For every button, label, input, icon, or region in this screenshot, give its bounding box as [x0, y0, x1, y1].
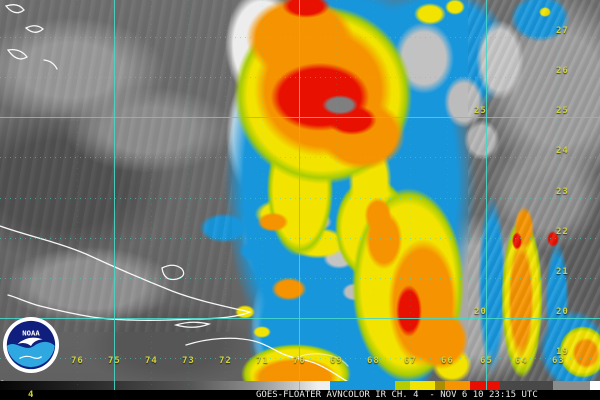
- lat-label-23: 23: [556, 187, 569, 197]
- lon-line-68: [373, 0, 374, 390]
- lon-line-73: [188, 0, 189, 390]
- lon-label-64: 64: [515, 356, 528, 366]
- lon-label-71: 71: [256, 356, 269, 366]
- lon-line-63: [558, 0, 559, 390]
- lat-line-24: [0, 157, 600, 158]
- lat-line-20: [0, 318, 600, 319]
- lon-line-69: [336, 0, 337, 390]
- lon-label-75: 75: [108, 356, 121, 366]
- hispaniola-north-coast: [185, 337, 353, 385]
- lon-label-73: 73: [182, 356, 195, 366]
- lon-line-74: [151, 0, 152, 390]
- lat-line-26: [0, 77, 600, 78]
- lat-line-22: [0, 238, 600, 239]
- lon-line-64: [521, 0, 522, 390]
- noaa-logo: NOAA: [2, 316, 60, 374]
- lat-label-22: 22: [556, 227, 569, 237]
- lon-line-76: [77, 0, 78, 390]
- hispaniola-interior-coast: [297, 353, 349, 367]
- lon-label-66: 66: [441, 356, 454, 366]
- wave-line: [19, 355, 42, 360]
- lon-label-76: 76: [71, 356, 84, 366]
- lat-label-21: 21: [556, 267, 569, 277]
- lat-line-19: [0, 358, 600, 359]
- lat-line-23: [0, 198, 600, 199]
- lon-line-75: [114, 0, 115, 390]
- station-id-label: 4: [28, 390, 34, 400]
- lon-line-71: [262, 0, 263, 390]
- lon-label-72: 72: [219, 356, 232, 366]
- lat-line-27: [0, 37, 600, 38]
- tortue-island: [173, 321, 212, 328]
- caption-bar: 4 GOES-FLOATER AVNCOLOR IR CH. 4 - NOV 6…: [0, 390, 600, 400]
- cuba-north-coast: [0, 225, 251, 313]
- bahamas-island-4: [43, 59, 58, 70]
- lon-label-69: 69: [330, 356, 343, 366]
- product-caption: GOES-FLOATER AVNCOLOR IR CH. 4 - NOV 6 1…: [256, 390, 538, 400]
- lon-line-67: [410, 0, 411, 390]
- lon-line-65: [486, 0, 487, 390]
- lon-label-63: 63: [552, 356, 565, 366]
- bahamas-island-2: [24, 25, 44, 33]
- bahamas-island-3: [6, 49, 28, 60]
- intersection-label-20: 20: [474, 307, 487, 317]
- lon-line-72: [225, 0, 226, 390]
- lon-line-70: [299, 0, 300, 390]
- temperature-colorbar: [0, 381, 600, 390]
- bahamas-island-1: [4, 4, 25, 14]
- lat-label-24: 24: [556, 146, 569, 156]
- lat-label-20: 20: [556, 307, 569, 317]
- lat-label-19: 19: [556, 347, 569, 357]
- lon-label-74: 74: [145, 356, 158, 366]
- lat-line-25: [0, 117, 600, 118]
- lon-label-70: 70: [293, 356, 306, 366]
- lon-line-66: [447, 0, 448, 390]
- lat-line-21: [0, 278, 600, 279]
- lon-label-68: 68: [367, 356, 380, 366]
- lat-label-26: 26: [556, 66, 569, 76]
- lat-label-27: 27: [556, 26, 569, 36]
- seagull-icon: [17, 337, 43, 346]
- logo-text: NOAA: [22, 328, 40, 337]
- inagua-island: [161, 264, 185, 281]
- intersection-label-25: 25: [474, 106, 487, 116]
- lon-label-67: 67: [404, 356, 417, 366]
- lat-label-25: 25: [556, 106, 569, 116]
- lon-label-65: 65: [480, 356, 493, 366]
- logo-sea: [6, 341, 55, 368]
